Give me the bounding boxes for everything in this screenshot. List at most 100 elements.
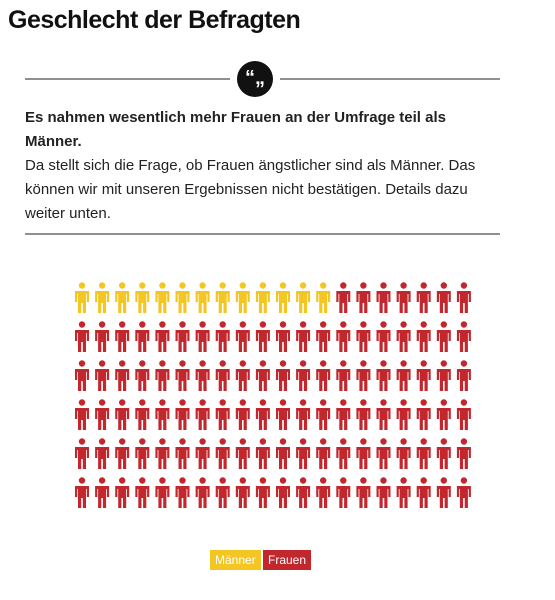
- person-icon: [436, 360, 451, 391]
- person-icon: [416, 321, 431, 352]
- person-icon: [115, 282, 130, 313]
- quote-mark: “„: [245, 67, 265, 89]
- person-icon: [296, 438, 311, 469]
- person-icon: [195, 477, 210, 508]
- person-icon: [235, 399, 250, 430]
- person-icon: [115, 360, 130, 391]
- person-icon: [255, 438, 270, 469]
- person-icon: [396, 399, 411, 430]
- person-icon: [436, 321, 451, 352]
- person-icon: [135, 477, 150, 508]
- person-icon: [155, 282, 170, 313]
- person-icon: [275, 438, 290, 469]
- person-icon: [215, 360, 230, 391]
- person-icon: [235, 477, 250, 508]
- person-icon: [215, 321, 230, 352]
- person-icon: [356, 282, 371, 313]
- person-icon: [175, 399, 190, 430]
- person-icon: [215, 438, 230, 469]
- person-icon: [356, 360, 371, 391]
- person-icon: [416, 399, 431, 430]
- person-icon: [436, 282, 451, 313]
- person-icon: [396, 321, 411, 352]
- person-icon: [135, 399, 150, 430]
- person-icon: [336, 321, 351, 352]
- quote-badge: [237, 61, 273, 97]
- person-icon: [255, 477, 270, 508]
- person-icon: [75, 477, 89, 508]
- person-icon: [175, 282, 190, 313]
- person-icon: [296, 477, 311, 508]
- person-icon: [195, 360, 210, 391]
- person-icon: [376, 438, 391, 469]
- person-icon: [356, 438, 371, 469]
- person-icon: [416, 360, 431, 391]
- person-icon: [296, 360, 311, 391]
- person-icon: [396, 477, 411, 508]
- person-icon: [296, 321, 311, 352]
- person-icon: [376, 282, 391, 313]
- person-icon: [75, 438, 89, 469]
- person-icon: [336, 438, 351, 469]
- person-icon: [456, 477, 471, 508]
- person-icon: [456, 399, 471, 430]
- person-icon: [155, 321, 170, 352]
- person-icon: [175, 360, 190, 391]
- person-icon: [135, 438, 150, 469]
- person-icon: [135, 360, 150, 391]
- lead: Es nahmen wesentlich mehr Frauen an der …: [25, 109, 446, 150]
- person-icon: [456, 282, 471, 313]
- person-icon: [436, 399, 451, 430]
- person-icon: [316, 399, 331, 430]
- person-icon: [436, 477, 451, 508]
- person-icon: [195, 438, 210, 469]
- person-icon: [396, 282, 411, 313]
- person-icon: [115, 399, 130, 430]
- person-icon: [316, 321, 331, 352]
- person-icon: [275, 399, 290, 430]
- person-icon: [135, 282, 150, 313]
- person-icon: [356, 399, 371, 430]
- person-icon: [416, 438, 431, 469]
- person-icon: [316, 282, 331, 313]
- person-icon: [376, 399, 391, 430]
- person-icon: [75, 399, 89, 430]
- person-icon: [416, 282, 431, 313]
- person-icon: [275, 282, 290, 313]
- person-icon: [296, 399, 311, 430]
- person-icon: [316, 477, 331, 508]
- person-icon: [356, 321, 371, 352]
- person-icon: [95, 477, 110, 508]
- person-icon: [175, 477, 190, 508]
- person-icon: [296, 282, 311, 313]
- person-icon: [275, 360, 290, 391]
- person-icon: [215, 282, 230, 313]
- person-icon: [456, 321, 471, 352]
- person-icon: [275, 477, 290, 508]
- person-icon: [155, 399, 170, 430]
- person-icon: [95, 321, 110, 352]
- person-icon: [155, 360, 170, 391]
- person-icon: [95, 438, 110, 469]
- person-icon: [235, 438, 250, 469]
- person-icon: [255, 321, 270, 352]
- intro-text: Es nahmen wesentlich mehr Frauen an der …: [25, 106, 503, 226]
- person-icon: [95, 399, 110, 430]
- person-icon: [396, 360, 411, 391]
- person-icon: [235, 360, 250, 391]
- person-icon: [336, 477, 351, 508]
- person-icon: [255, 360, 270, 391]
- person-icon: [195, 321, 210, 352]
- person-icon: [75, 321, 89, 352]
- person-icon: [95, 282, 110, 313]
- person-icon: [376, 321, 391, 352]
- person-icon: [356, 477, 371, 508]
- person-icon: [235, 282, 250, 313]
- person-icon: [376, 360, 391, 391]
- person-icon: [316, 438, 331, 469]
- person-icon: [416, 477, 431, 508]
- person-icon: [336, 360, 351, 391]
- person-icon: [235, 321, 250, 352]
